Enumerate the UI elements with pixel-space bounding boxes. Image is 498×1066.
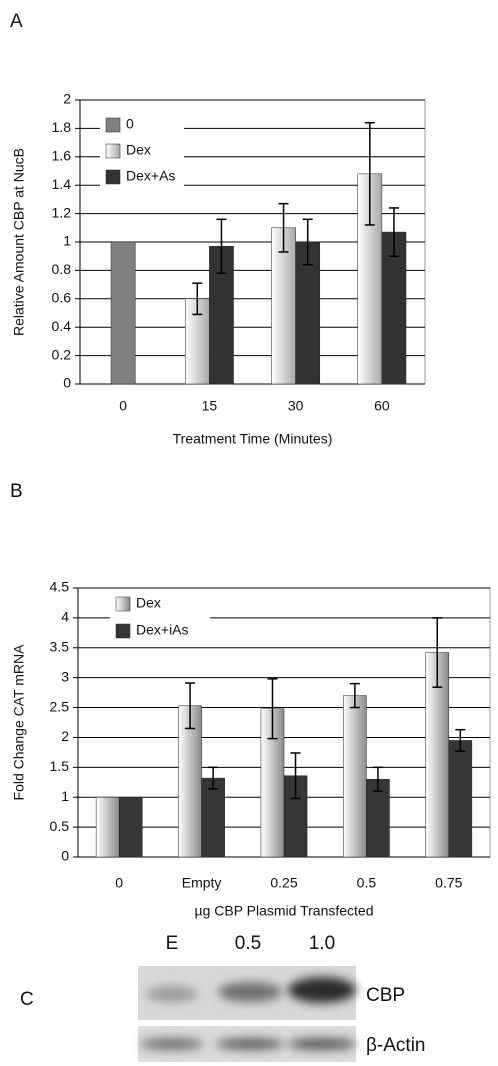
y-tick-label: 0.8 xyxy=(52,261,72,277)
bar xyxy=(343,695,367,858)
bar xyxy=(110,241,136,385)
y-tick-label: 0 xyxy=(61,848,69,864)
legend-label: Dex+iAs xyxy=(136,622,189,638)
legend-label: 0 xyxy=(126,116,134,132)
lane-label: 0.5 xyxy=(235,933,261,954)
lane-label: E xyxy=(166,933,179,954)
x-tick-label: Empty xyxy=(182,875,222,891)
legend-label: Dex xyxy=(136,595,161,611)
y-tick-label: 1.4 xyxy=(52,176,72,192)
x-tick-label: 0 xyxy=(115,875,123,891)
y-tick-label: 0 xyxy=(63,375,71,391)
y-tick-label: 0.4 xyxy=(52,318,72,334)
y-tick-label: 0.2 xyxy=(52,346,72,362)
blot-bands xyxy=(140,977,356,1050)
y-tick-label: 3.5 xyxy=(50,638,70,654)
y-tick-label: 3 xyxy=(61,668,69,684)
y-tick-label: 1.6 xyxy=(52,148,72,164)
y-axis-title: Relative Amount CBP at NucB xyxy=(11,148,27,336)
y-tick-label: 1 xyxy=(61,788,69,804)
panel-label: A xyxy=(10,11,23,32)
x-tick-label: 60 xyxy=(374,398,390,414)
bar xyxy=(295,241,321,385)
legend-swatch xyxy=(105,117,121,133)
legend-swatch xyxy=(105,143,121,159)
bar xyxy=(95,796,120,858)
legend-swatch xyxy=(115,596,131,612)
row-label: CBP xyxy=(366,985,405,1006)
x-axis-title: Treatment Time (Minutes) xyxy=(173,431,333,447)
row-label: β-Actin xyxy=(366,1035,426,1056)
legend-label: Dex xyxy=(126,142,151,158)
x-tick-label: 30 xyxy=(288,398,304,414)
bar xyxy=(118,796,143,858)
x-tick-label: 0.5 xyxy=(357,875,377,891)
y-tick-label: 4 xyxy=(61,609,69,625)
x-tick-label: 0 xyxy=(119,398,127,414)
legend-label: Dex+As xyxy=(126,168,175,184)
x-tick-label: 15 xyxy=(202,398,218,414)
bar xyxy=(201,777,225,858)
y-tick-label: 4.5 xyxy=(50,579,70,595)
panel-label: C xyxy=(20,989,34,1010)
lane-label: 1.0 xyxy=(309,933,335,954)
x-tick-label: 0.75 xyxy=(435,875,462,891)
y-tick-label: 0.5 xyxy=(50,818,70,834)
y-tick-label: 1.5 xyxy=(50,758,70,774)
y-tick-label: 2 xyxy=(61,728,69,744)
y-tick-label: 1 xyxy=(63,233,71,249)
y-tick-label: 2 xyxy=(63,91,71,107)
bar xyxy=(448,740,473,858)
y-tick-label: 0.6 xyxy=(52,290,72,306)
legend-swatch xyxy=(115,623,131,639)
y-tick-label: 2.5 xyxy=(50,698,70,714)
panel-label: B xyxy=(10,481,23,502)
y-tick-label: 1.2 xyxy=(52,204,72,220)
bar xyxy=(381,231,407,385)
y-tick-label: 1.8 xyxy=(52,119,72,135)
x-axis-title: µg CBP Plasmid Transfected xyxy=(195,903,374,919)
y-axis-title: Fold Change CAT mRNA xyxy=(11,644,27,801)
bar xyxy=(271,227,296,385)
legend-swatch xyxy=(105,169,121,185)
x-tick-label: 0.25 xyxy=(270,875,297,891)
